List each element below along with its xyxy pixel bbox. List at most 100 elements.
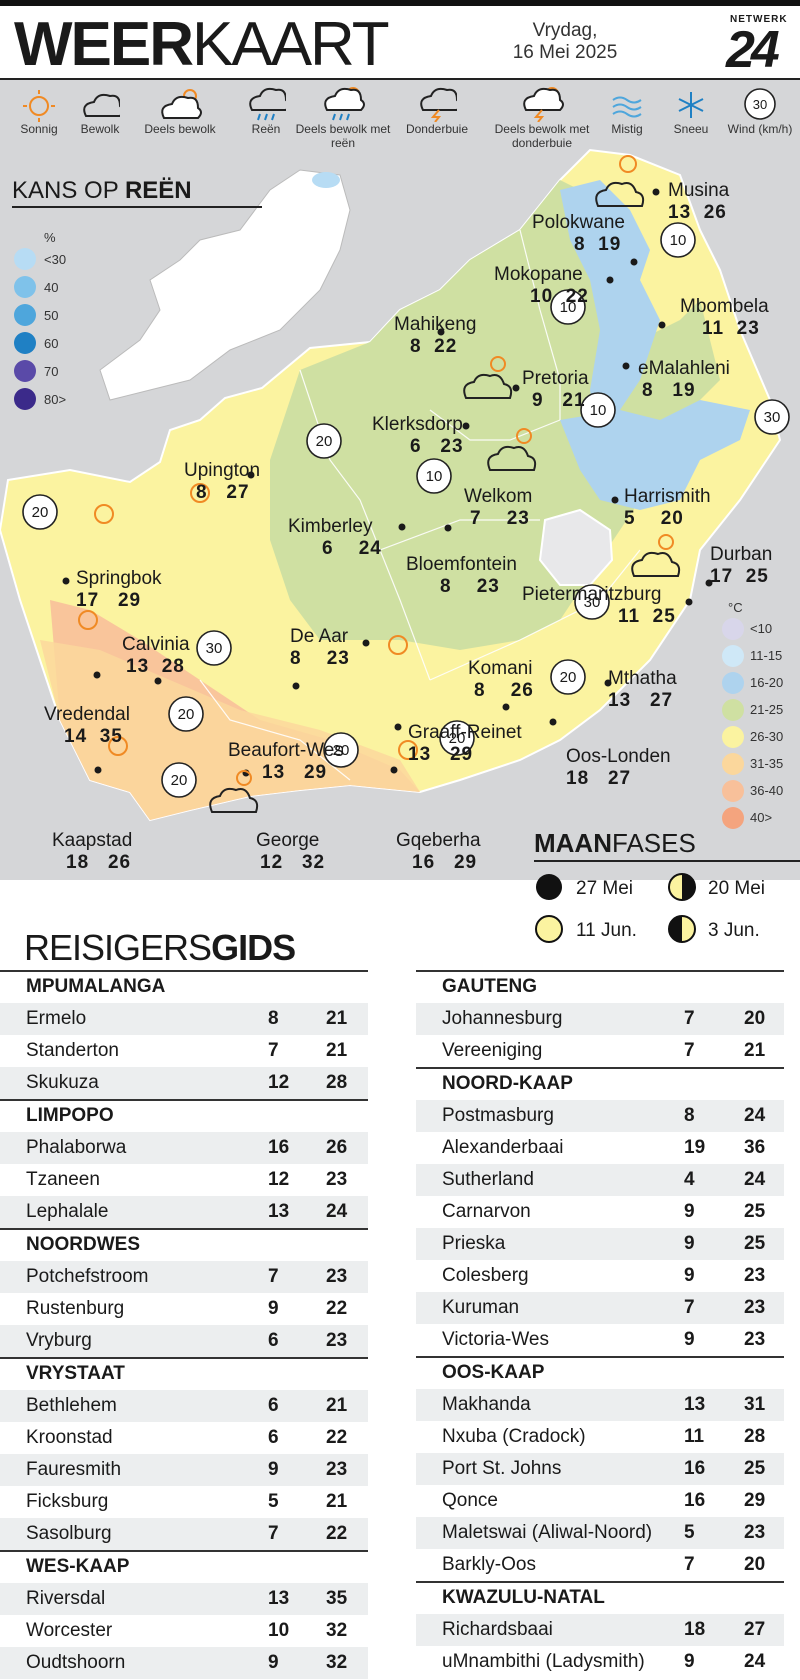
- city-temps: 13 28: [126, 656, 185, 677]
- logo-number: 24: [726, 21, 780, 79]
- travel-title-bold: GIDS: [211, 927, 296, 968]
- temp-level: 21-25: [722, 696, 792, 723]
- svg-text:10: 10: [590, 402, 607, 419]
- town-name: Kuruman: [442, 1297, 520, 1318]
- city-beaufort-wes: Beaufort-Wes 13 29: [228, 740, 344, 784]
- map-weather-icons: [78, 155, 681, 813]
- town-name: Worcester: [26, 1620, 113, 1641]
- city-mbombela: Mbombela 11 23: [680, 296, 769, 340]
- max-temp: 23: [744, 1522, 766, 1543]
- weather-map: 10 10 10 30 20 10 20 30 30 20 20 20 20 2…: [0, 80, 800, 880]
- rain-level: 40: [12, 273, 66, 301]
- max-temp: 24: [744, 1651, 766, 1672]
- max-temp: 32: [326, 1620, 348, 1641]
- table-row: Bethlehem 6 21: [0, 1390, 368, 1422]
- fog-icon: [612, 96, 642, 118]
- town-name: uMnambithi (Ladysmith): [442, 1651, 645, 1672]
- min-temp: 9: [684, 1329, 695, 1350]
- svg-text:10: 10: [670, 232, 687, 249]
- city-komani: Komani 8 26: [468, 658, 534, 702]
- table-row: Skukuza 12 28: [0, 1067, 368, 1099]
- town-name: Makhanda: [442, 1394, 531, 1415]
- town-name: Barkly-Oos: [442, 1554, 536, 1575]
- table-row: Makhanda 13 31: [416, 1389, 784, 1421]
- rain-chance-title-light: KANS OP: [12, 177, 125, 204]
- city-temps: 17 29: [76, 590, 142, 611]
- header: WEERKAART Vrydag, 16 Mei 2025 NETWERK 24: [0, 6, 800, 80]
- min-temp: 10: [268, 1620, 290, 1641]
- wind-markers: [22, 222, 790, 798]
- city-temps: 13 27: [608, 690, 674, 711]
- min-temp: 13: [268, 1201, 290, 1222]
- city-name: Springbok: [76, 568, 162, 589]
- temp-level: 31-35: [722, 750, 792, 777]
- rain-level-label: 60: [44, 335, 59, 351]
- city-name: De Aar: [290, 626, 349, 647]
- wind-marker-labels: 10 10 10 30 20 10 20 30 30 20 20 20 20 2…: [32, 232, 781, 789]
- legend-label: Deels bewolk met donderbuie: [494, 122, 590, 150]
- min-temp: 9: [268, 1652, 279, 1673]
- town-name: Colesberg: [442, 1265, 529, 1286]
- town-name: Nxuba (Cradock): [442, 1426, 586, 1447]
- svg-text:20: 20: [449, 730, 466, 747]
- legend-label: Wind (km/h): [727, 122, 793, 136]
- city-temps: 13 29: [408, 744, 474, 765]
- table-row: Rustenburg 9 22: [0, 1293, 368, 1325]
- table-row: Potchefstroom 7 23: [0, 1261, 368, 1293]
- max-temp: 20: [744, 1554, 766, 1575]
- city-temps: 8 22: [410, 336, 458, 357]
- town-name: Vereeniging: [442, 1040, 543, 1061]
- temp-label: 36-40: [750, 783, 784, 798]
- rain-level-label: <30: [44, 251, 67, 267]
- temp-level: <10: [722, 615, 792, 642]
- town-name: Alexanderbaai: [442, 1137, 564, 1158]
- city-name: Komani: [468, 658, 533, 679]
- max-temp: 25: [744, 1233, 766, 1254]
- max-temp: 21: [326, 1040, 348, 1061]
- legend-label: Mistig: [611, 122, 643, 136]
- rain-icon: [249, 87, 286, 121]
- table-row: Prieska 9 25: [416, 1228, 784, 1260]
- rain-chance-legend: % <30 40 50 60 70 80>: [12, 230, 66, 413]
- region-heading: KWAZULU-NATAL: [416, 1581, 784, 1614]
- min-temp: 16: [684, 1490, 706, 1511]
- temp-zone-warm: [40, 640, 420, 820]
- temp-swatch: [722, 671, 744, 694]
- legend-deels-bewolk-met-donderbuie: Deels bewolk met donderbuie: [488, 84, 596, 150]
- region-heading: GAUTENG: [416, 970, 784, 1003]
- table-row: Qonce 16 29: [416, 1485, 784, 1517]
- svg-text:30: 30: [584, 594, 601, 611]
- moon-phases: MAANFASES: [534, 828, 800, 862]
- rain-level-swatch: [14, 388, 36, 410]
- table-row: Ermelo 8 21: [0, 1003, 368, 1035]
- town-name: Vryburg: [26, 1330, 92, 1351]
- table-row: Standerton 7 21: [0, 1035, 368, 1067]
- table-row: Vereeniging 7 21: [416, 1035, 784, 1067]
- max-temp: 25: [744, 1201, 766, 1222]
- city-name: Polokwane: [532, 212, 625, 233]
- city-mokopane: Mokopane 10 22: [494, 264, 589, 308]
- temp-zone-cool-north: [560, 180, 660, 450]
- region-heading: NOORDWES: [0, 1228, 368, 1261]
- city-musina: Musina 13 26: [668, 180, 729, 224]
- title-light: KAART: [192, 10, 390, 79]
- min-temp: 11: [684, 1426, 705, 1447]
- max-temp: 23: [326, 1266, 348, 1287]
- date-line-1: Vrydag,: [532, 20, 598, 41]
- town-name: Potchefstroom: [26, 1266, 149, 1287]
- city-george: George 12 32: [256, 830, 325, 874]
- max-temp: 23: [326, 1169, 348, 1190]
- svg-text:20: 20: [560, 669, 577, 686]
- legend-label: Sneeu: [673, 122, 709, 136]
- legend-label: Deels bewolk met reën: [295, 122, 391, 150]
- temp-swatch: [722, 779, 744, 802]
- svg-text:20: 20: [32, 504, 49, 521]
- table-row: Kuruman 7 23: [416, 1292, 784, 1324]
- partly-cloudy-thunder-icon: [523, 87, 564, 122]
- city-temps: 10 22: [530, 286, 589, 307]
- city-name: Harrismith: [624, 486, 711, 507]
- svg-text:30: 30: [206, 640, 223, 657]
- moon-date: 20 Mei: [708, 878, 766, 899]
- city-kimberley: Kimberley 6 24: [288, 516, 382, 560]
- city-name: Kimberley: [288, 516, 373, 537]
